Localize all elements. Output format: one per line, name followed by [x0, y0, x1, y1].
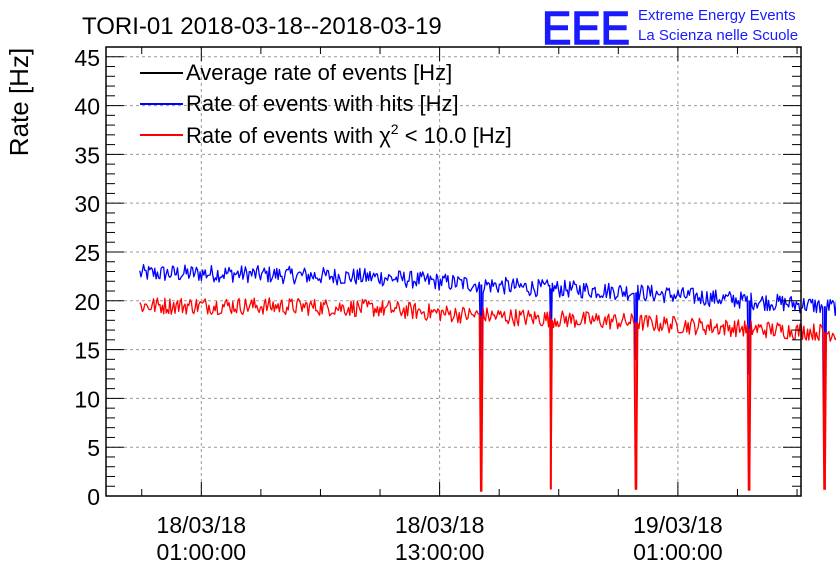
y-tick-label: 20	[74, 289, 100, 315]
y-tick-label: 40	[74, 94, 100, 120]
x-tick-date-label: 19/03/18	[633, 512, 723, 538]
x-axis: 18/03/1801:00:0018/03/1813:00:0019/03/18…	[141, 47, 798, 565]
y-tick-label: 35	[74, 142, 100, 168]
y-tick-label: 25	[74, 240, 100, 266]
y-axis-label: Rate [Hz]	[4, 48, 34, 156]
legend-entry-chi2: Rate of events with χ2 < 10.0 [Hz]	[140, 121, 512, 148]
eee-logo: EEE Extreme Energy Events La Scienza nel…	[541, 1, 798, 55]
series-line-1	[139, 264, 836, 414]
x-tick-time-label: 01:00:00	[633, 539, 723, 565]
y-tick-label: 0	[87, 484, 100, 510]
legend-label-chi2: Rate of events with χ2 < 10.0 [Hz]	[186, 121, 512, 148]
y-tick-label: 15	[74, 338, 100, 364]
chart-title: TORI-01 2018-03-18--2018-03-19	[82, 13, 442, 40]
series-layer	[139, 264, 836, 492]
y-tick-label: 30	[74, 191, 100, 217]
legend-entry-average: Average rate of events [Hz]	[140, 60, 452, 85]
legend: Average rate of events [Hz] Rate of even…	[140, 60, 512, 148]
legend-label-average: Average rate of events [Hz]	[186, 60, 452, 85]
x-tick-date-label: 18/03/18	[395, 512, 485, 538]
x-tick-date-label: 18/03/18	[157, 512, 247, 538]
y-tick-label: 10	[74, 386, 100, 412]
grid	[106, 47, 801, 496]
series-line-2	[139, 297, 836, 492]
x-tick-time-label: 01:00:00	[157, 539, 247, 565]
y-tick-label: 45	[74, 45, 100, 71]
y-axis: 0 5 10 15 20 25 30 35 40 45	[74, 45, 801, 510]
legend-entry-hits: Rate of events with hits [Hz]	[140, 91, 459, 116]
eee-logo-mark: EEE	[542, 2, 630, 54]
eee-logo-line1: Extreme Energy Events	[638, 7, 796, 24]
legend-label-hits: Rate of events with hits [Hz]	[186, 91, 459, 116]
eee-logo-line2: La Scienza nelle Scuole	[638, 27, 798, 44]
y-tick-label: 5	[87, 435, 100, 461]
x-tick-time-label: 13:00:00	[395, 539, 485, 565]
